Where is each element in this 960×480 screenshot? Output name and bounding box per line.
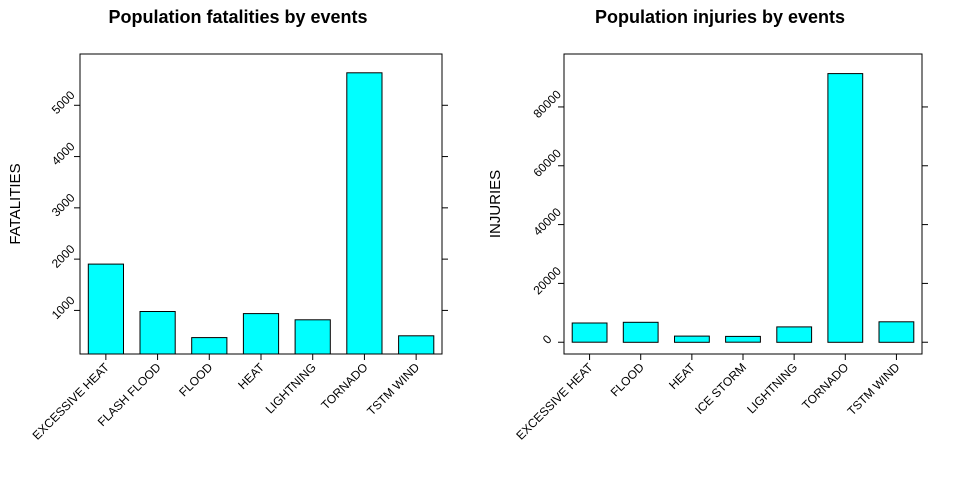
x-tick-label-tornado: TORNADO bbox=[799, 360, 851, 412]
y-tick-label: 4000 bbox=[49, 139, 78, 168]
x-tick-label-heat: HEAT bbox=[235, 360, 267, 392]
y-ticks-fatalities: 1000 2000 3000 4000 5000 bbox=[49, 88, 448, 322]
bar-fatalities-flood bbox=[191, 337, 228, 355]
y-tick-label: 2000 bbox=[49, 242, 78, 271]
bars-injuries bbox=[571, 73, 915, 343]
bars-fatalities bbox=[87, 72, 435, 355]
plot-frame-injuries bbox=[563, 53, 923, 355]
x-tick-label-tstm-wind: TSTM WIND bbox=[845, 360, 903, 418]
x-tick-label-excessive-heat: EXCESSIVE HEAT bbox=[513, 360, 596, 443]
chart-title-injuries: Population injuries by events bbox=[595, 7, 845, 27]
y-tick-label: 5000 bbox=[49, 88, 78, 117]
y-tick-label: 60000 bbox=[530, 146, 564, 180]
y-tick-label: 0 bbox=[540, 332, 555, 347]
y-tick-label: 3000 bbox=[49, 190, 78, 219]
y-tick-label: 80000 bbox=[530, 87, 564, 121]
y-axis-label-fatalities: FATALITIES bbox=[7, 163, 24, 244]
y-ticks-injuries: 0 20000 40000 60000 80000 bbox=[530, 87, 928, 347]
y-tick-label: 40000 bbox=[530, 205, 564, 239]
bar-injuries-ice-storm bbox=[725, 335, 761, 343]
plot-frame-fatalities bbox=[79, 53, 443, 355]
y-tick-label: 20000 bbox=[530, 264, 564, 298]
x-tick-label-ice-storm: ICE STORM bbox=[692, 360, 749, 417]
chart-title-fatalities: Population fatalities by events bbox=[108, 7, 367, 27]
bar-injuries-tstm-wind bbox=[878, 321, 915, 343]
fatalities-chart: Population fatalities by events FATALITI… bbox=[7, 7, 448, 443]
x-tick-label-excessive-heat: EXCESSIVE HEAT bbox=[30, 360, 113, 443]
bar-injuries-excessive-heat bbox=[571, 322, 608, 343]
x-tick-label-lightning: LIGHTNING bbox=[263, 360, 319, 416]
x-tick-label-tornado: TORNADO bbox=[318, 360, 370, 412]
x-tick-label-flood: FLOOD bbox=[176, 360, 215, 399]
x-tick-label-lightning: LIGHTNING bbox=[744, 360, 800, 416]
injuries-chart: Population injuries by events INJURIES 0… bbox=[487, 7, 928, 443]
bar-fatalities-excessive-heat bbox=[87, 263, 125, 355]
bar-fatalities-lightning bbox=[294, 319, 331, 355]
bar-injuries-tornado bbox=[827, 73, 864, 343]
bar-fatalities-flash-flood bbox=[139, 311, 176, 355]
bar-fatalities-heat bbox=[242, 313, 280, 355]
bar-fatalities-tstm-wind bbox=[398, 335, 435, 355]
x-tick-label-heat: HEAT bbox=[666, 360, 698, 392]
bar-injuries-heat bbox=[674, 335, 710, 343]
x-tick-label-tstm-wind: TSTM WIND bbox=[364, 360, 422, 418]
bar-fatalities-tornado bbox=[346, 72, 383, 355]
y-axis-label-injuries: INJURIES bbox=[487, 170, 504, 238]
bar-injuries-lightning bbox=[776, 326, 813, 343]
bar-injuries-flood bbox=[622, 321, 659, 343]
x-tick-label-flood: FLOOD bbox=[608, 360, 647, 399]
y-tick-label: 1000 bbox=[49, 293, 78, 322]
